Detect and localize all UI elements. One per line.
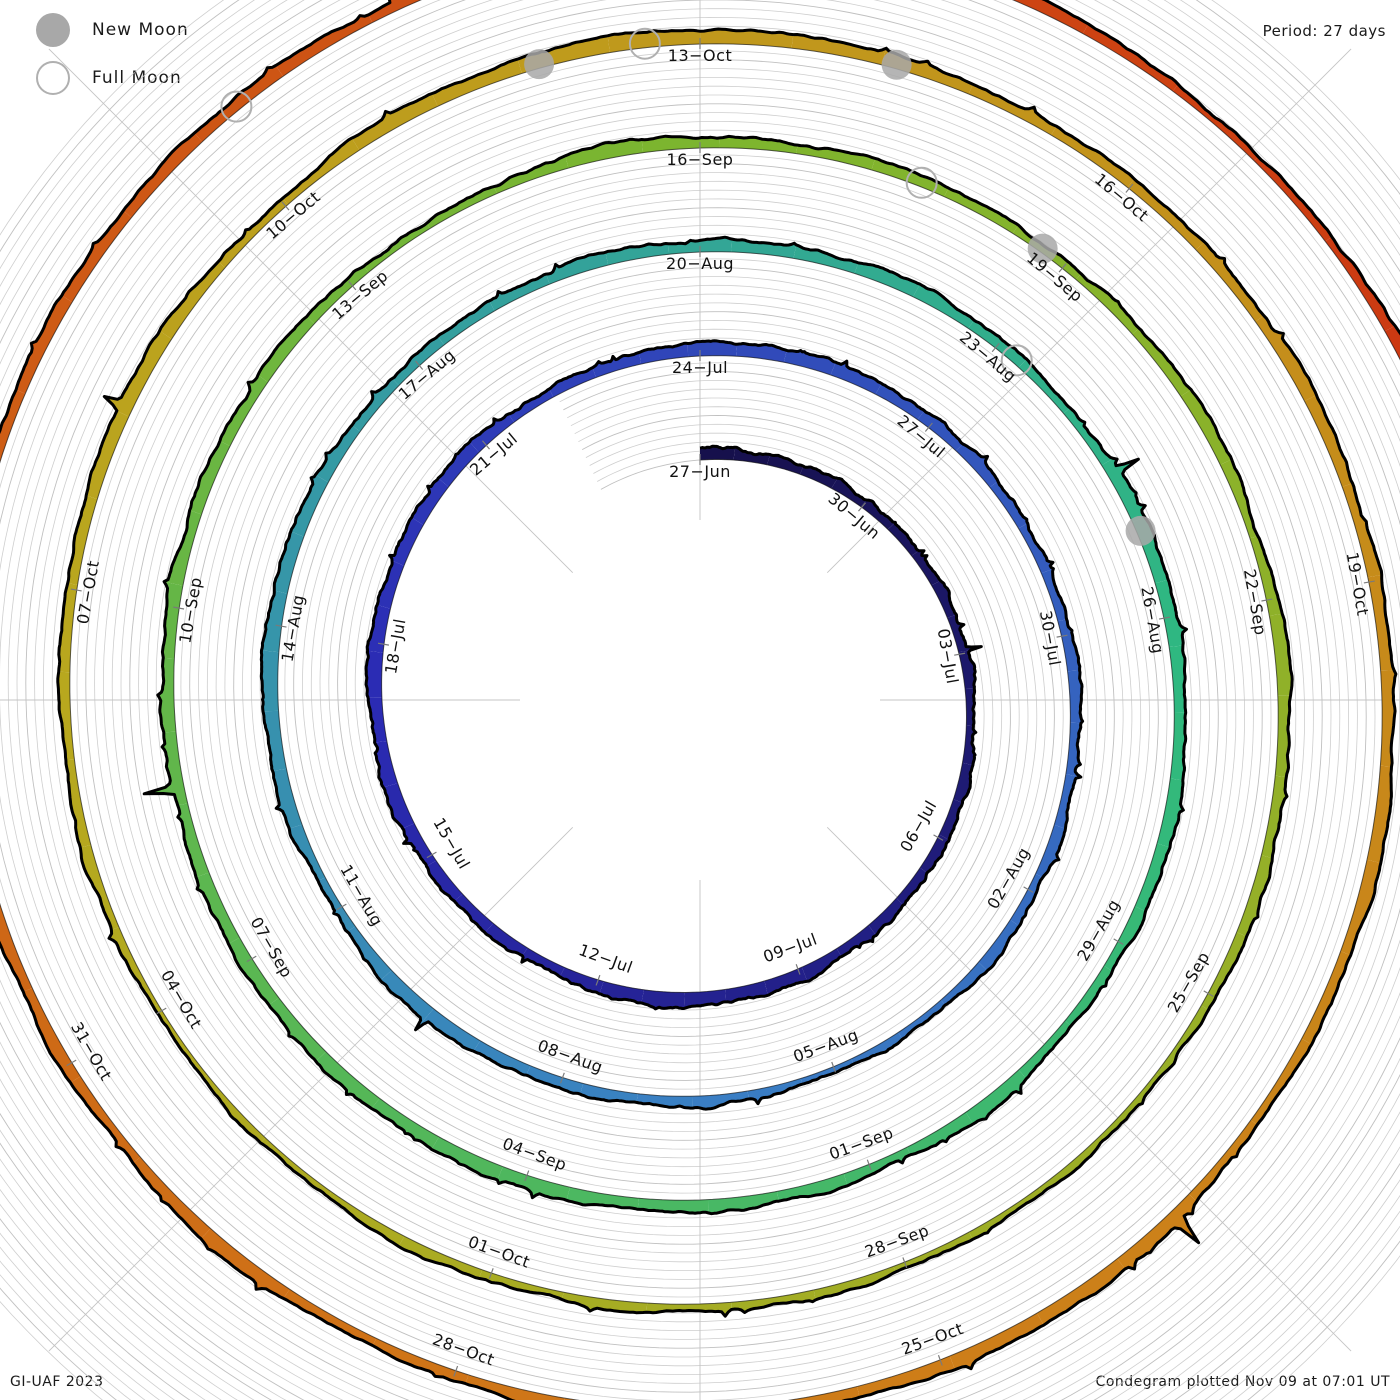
legend-item-full-moon: Full Moon: [22, 54, 189, 102]
svg-text:04−Sep: 04−Sep: [500, 1134, 569, 1175]
date-label: 24−Jul: [672, 350, 728, 377]
moon-phase-legend: New Moon Full Moon: [22, 6, 189, 102]
date-label: 27−Jun: [669, 454, 731, 481]
svg-text:16−Sep: 16−Sep: [667, 150, 734, 169]
svg-text:20−Aug: 20−Aug: [666, 254, 734, 273]
moon-markers: [220, 27, 1156, 546]
new-moon-icon: [36, 13, 70, 47]
svg-text:25−Oct: 25−Oct: [899, 1319, 966, 1359]
svg-text:13−Oct: 13−Oct: [668, 46, 732, 65]
new-moon-marker: [1125, 515, 1156, 546]
period-label: Period: 27 days: [1262, 22, 1386, 40]
new-moon-marker: [881, 49, 912, 80]
svg-text:09−Jul: 09−Jul: [761, 929, 820, 966]
date-label: 20−Aug: [666, 246, 734, 273]
full-moon-marker: [628, 27, 661, 60]
svg-text:24−Jul: 24−Jul: [672, 358, 728, 377]
date-label: 13−Oct: [668, 38, 732, 65]
svg-text:28−Oct: 28−Oct: [430, 1330, 497, 1370]
new-moon-label: New Moon: [92, 20, 189, 40]
full-moon-label: Full Moon: [92, 68, 182, 88]
svg-text:01−Oct: 01−Oct: [466, 1232, 533, 1272]
full-moon-marker: [905, 166, 938, 199]
svg-text:27−Jun: 27−Jun: [669, 462, 731, 481]
new-moon-marker: [1027, 233, 1058, 264]
legend-item-new-moon: New Moon: [22, 6, 189, 54]
date-label: 03−Nov: [0, 539, 1, 609]
svg-text:08−Aug: 08−Aug: [535, 1036, 605, 1077]
full-moon-icon: [36, 61, 70, 95]
full-moon-marker: [220, 90, 253, 123]
svg-text:03−Nov: 03−Nov: [0, 539, 1, 609]
new-moon-marker: [524, 49, 555, 80]
date-label: 16−Sep: [667, 142, 734, 169]
svg-text:12−Jul: 12−Jul: [576, 940, 635, 977]
credit-label: GI-UAF 2023: [10, 1374, 104, 1390]
full-moon-marker: [1000, 344, 1033, 377]
